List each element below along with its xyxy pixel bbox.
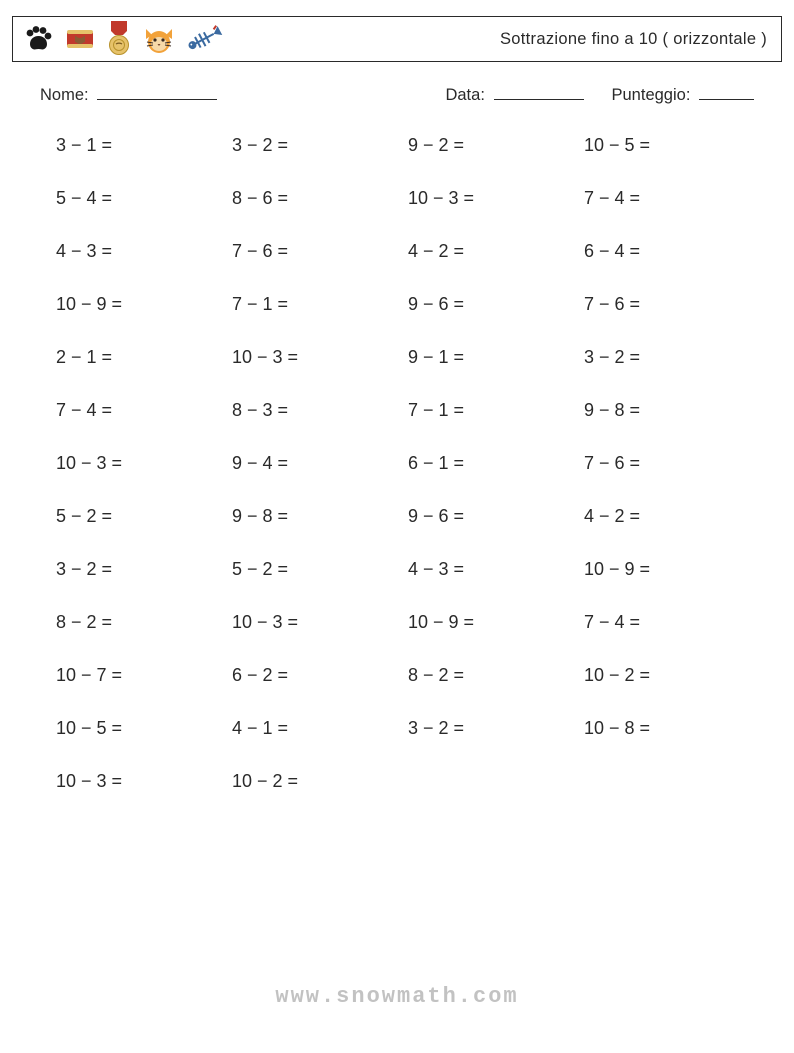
problem-cell: 9 − 8 = <box>584 400 750 421</box>
pet-medal-icon <box>105 19 133 59</box>
problem-cell: 9 − 1 = <box>408 347 574 368</box>
problem-cell: 10 − 5 = <box>56 718 222 739</box>
date-field: Data: <box>445 84 583 105</box>
problem-cell: 10 − 3 = <box>56 771 222 792</box>
pet-food-icon <box>63 22 97 56</box>
problem-cell: 10 − 7 = <box>56 665 222 686</box>
problem-cell: 6 − 1 = <box>408 453 574 474</box>
problem-cell: 3 − 1 = <box>56 135 222 156</box>
problem-cell: 5 − 2 = <box>232 559 398 580</box>
problem-cell: 9 − 4 = <box>232 453 398 474</box>
paw-icon <box>21 22 55 56</box>
problem-cell: 8 − 2 = <box>56 612 222 633</box>
problem-cell: 4 − 3 = <box>408 559 574 580</box>
meta-row: Nome: Data: Punteggio: <box>40 84 754 105</box>
fish-bone-icon <box>185 22 223 56</box>
problem-cell: 3 − 2 = <box>584 347 750 368</box>
problem-cell: 10 − 8 = <box>584 718 750 739</box>
problem-cell: 7 − 6 = <box>232 241 398 262</box>
header-icons <box>17 19 223 59</box>
problem-cell: 9 − 8 = <box>232 506 398 527</box>
problem-cell: 7 − 4 = <box>584 188 750 209</box>
problem-cell: 4 − 3 = <box>56 241 222 262</box>
problem-cell: 10 − 9 = <box>408 612 574 633</box>
header-box: Sottrazione fino a 10 ( orizzontale ) <box>12 16 782 62</box>
problem-cell: 9 − 6 = <box>408 294 574 315</box>
problems-grid: 3 − 1 = 3 − 2 = 9 − 2 = 10 − 5 = 5 − 4 = 8 − … <box>56 135 750 792</box>
problem-cell: 7 − 4 = <box>56 400 222 421</box>
date-label: Data: <box>445 86 484 104</box>
footer-watermark: www.snowmath.com <box>0 984 794 1009</box>
problem-cell: 7 − 6 = <box>584 453 750 474</box>
problem-cell: 3 − 2 = <box>56 559 222 580</box>
date-blank[interactable] <box>494 84 584 100</box>
problem-cell: 5 − 2 = <box>56 506 222 527</box>
problem-cell: 2 − 1 = <box>56 347 222 368</box>
problem-cell: 10 − 2 = <box>584 665 750 686</box>
name-field: Nome: <box>40 84 217 105</box>
problem-cell: 10 − 9 = <box>56 294 222 315</box>
problem-cell: 7 − 1 = <box>232 294 398 315</box>
problem-cell: 8 − 2 = <box>408 665 574 686</box>
name-blank[interactable] <box>97 84 217 100</box>
problem-cell <box>584 771 750 792</box>
score-blank[interactable] <box>699 84 754 100</box>
score-label: Punteggio: <box>612 86 691 104</box>
problem-cell: 10 − 2 = <box>232 771 398 792</box>
problem-cell: 7 − 1 = <box>408 400 574 421</box>
problem-cell: 3 − 2 = <box>408 718 574 739</box>
problem-cell: 6 − 2 = <box>232 665 398 686</box>
problem-cell: 8 − 3 = <box>232 400 398 421</box>
problem-cell: 10 − 5 = <box>584 135 750 156</box>
problem-cell: 3 − 2 = <box>232 135 398 156</box>
problem-cell: 10 − 3 = <box>56 453 222 474</box>
problem-cell: 4 − 1 = <box>232 718 398 739</box>
problem-cell: 10 − 3 = <box>232 612 398 633</box>
problem-cell <box>408 771 574 792</box>
worksheet-page: Sottrazione fino a 10 ( orizzontale ) No… <box>0 0 794 1053</box>
problem-cell: 8 − 6 = <box>232 188 398 209</box>
problem-cell: 10 − 3 = <box>408 188 574 209</box>
problem-cell: 9 − 2 = <box>408 135 574 156</box>
problem-cell: 4 − 2 = <box>584 506 750 527</box>
problem-cell: 10 − 9 = <box>584 559 750 580</box>
cat-face-icon <box>141 22 177 56</box>
problem-cell: 9 − 6 = <box>408 506 574 527</box>
problem-cell: 6 − 4 = <box>584 241 750 262</box>
problem-cell: 5 − 4 = <box>56 188 222 209</box>
worksheet-title: Sottrazione fino a 10 ( orizzontale ) <box>500 30 767 49</box>
problem-cell: 10 − 3 = <box>232 347 398 368</box>
score-field: Punteggio: <box>612 84 755 105</box>
problem-cell: 7 − 6 = <box>584 294 750 315</box>
problem-cell: 7 − 4 = <box>584 612 750 633</box>
name-label: Nome: <box>40 86 89 104</box>
problem-cell: 4 − 2 = <box>408 241 574 262</box>
